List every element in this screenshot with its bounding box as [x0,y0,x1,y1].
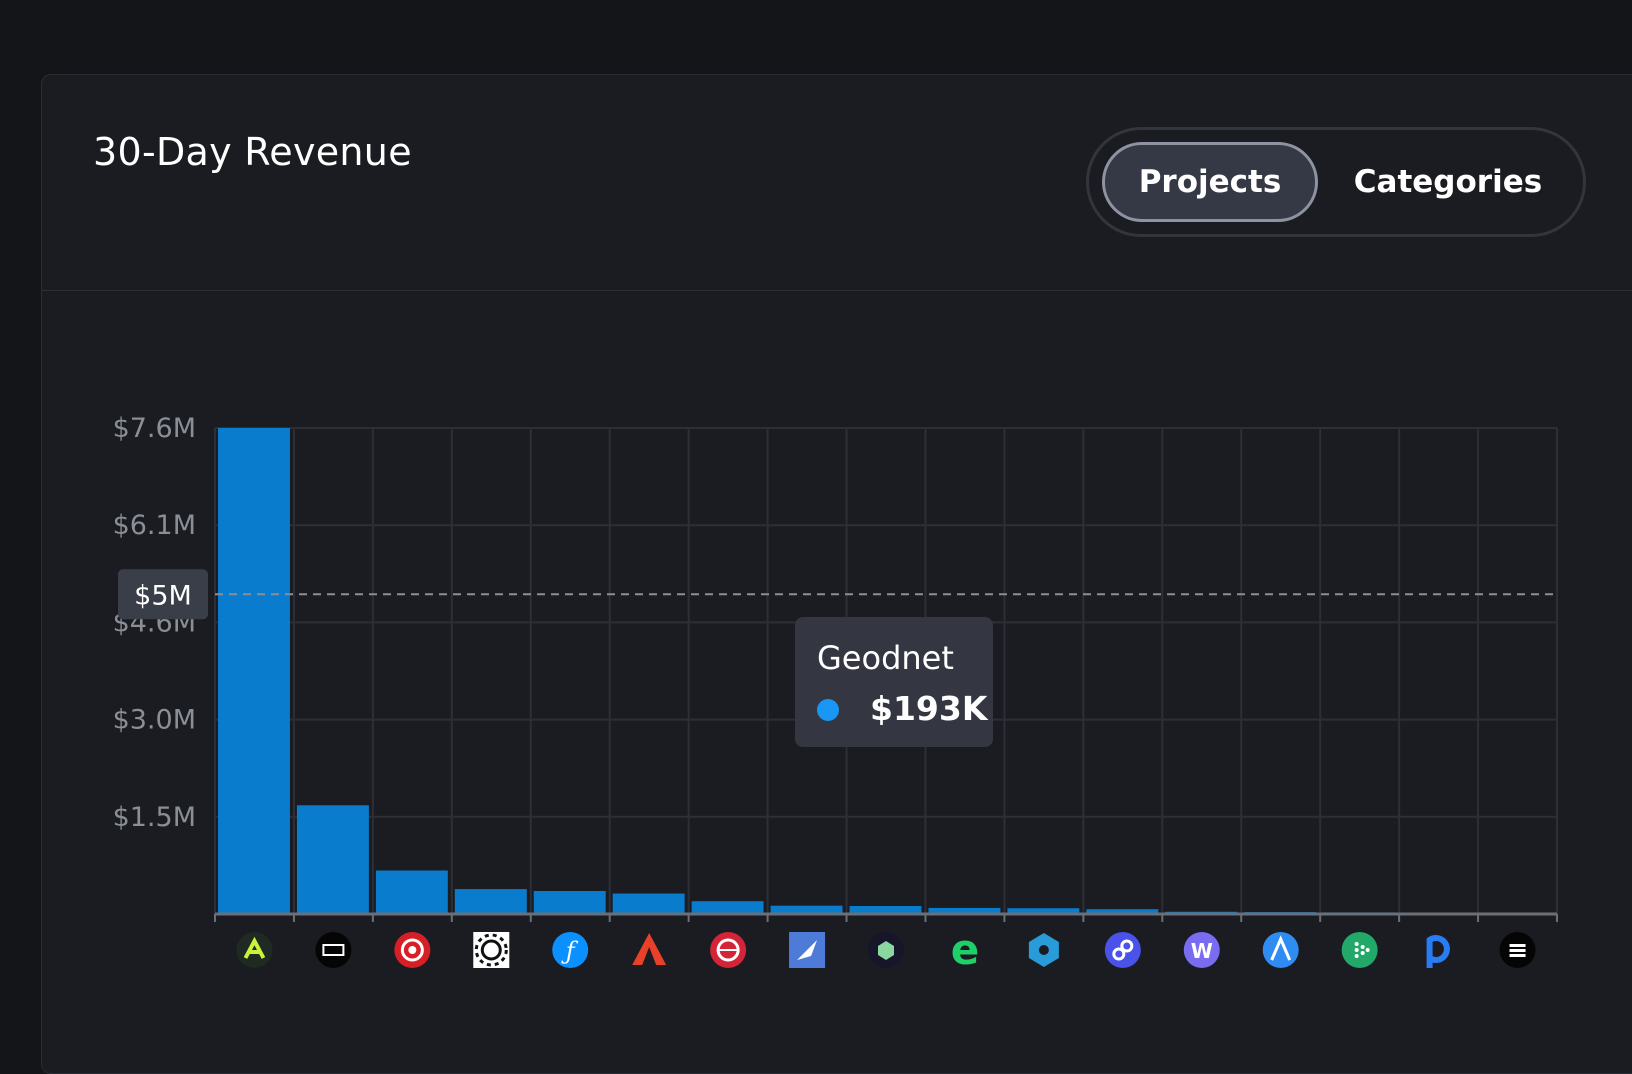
svg-text:W: W [1191,939,1213,963]
bar [218,428,290,914]
bar [849,906,922,914]
bar [1007,908,1080,914]
ic-logo-icon[interactable] [315,932,352,968]
filecoin-logo-icon[interactable]: ƒ [552,932,589,968]
projects-toggle-button[interactable]: Projects [1102,142,1318,222]
blue-p-logo-icon[interactable] [1426,935,1450,968]
purple-link-logo-icon[interactable] [1104,932,1141,968]
red-globe-logo-icon[interactable] [710,932,747,968]
blue-a-logo-icon[interactable] [1262,932,1299,968]
bar [1086,909,1159,914]
geodnet-cube-logo-icon[interactable] [868,932,904,968]
bar [928,907,1001,914]
bar [691,901,764,914]
y-tick-label: $7.6M [113,413,196,444]
chart-tooltip: Geodnet $193K [795,617,993,747]
card-header: 30-Day Revenue Projects Categories [42,75,1632,291]
tooltip-series-dot [817,699,839,721]
card-title: 30-Day Revenue [93,130,412,174]
bar [770,905,843,914]
y-tick-label: $6.1M [113,510,196,541]
svg-text:ƒ: ƒ [561,937,579,965]
red-target-logo-icon[interactable] [394,932,431,968]
red-triangle-logo-icon[interactable] [632,933,667,965]
tooltip-project-name: Geodnet [817,639,954,677]
arbitrum-style-logo-icon[interactable] [236,932,273,968]
view-toggle: Projects Categories [1086,127,1586,237]
revenue-bar-chart: $1.5M$3.0M$4.6M$6.1M$7.6M$5Mƒ e W [113,413,1558,974]
bar [533,890,606,914]
reference-badge [118,569,208,620]
bar [454,889,527,914]
y-tick-label: $1.5M [113,802,196,833]
white-gear-logo-icon[interactable] [473,932,510,968]
bar [375,870,448,914]
green-dots-logo-icon[interactable] [1341,932,1378,968]
green-e-logo-icon[interactable]: e [951,925,980,974]
tooltip-value: $193K [870,689,988,728]
svg-text:e: e [951,925,980,974]
y-tick-label: $3.0M [113,705,196,736]
black-hex-logo-icon[interactable] [1499,932,1536,968]
bar [612,893,685,914]
reference-label: $5M [134,580,192,611]
blue-bird-logo-icon[interactable] [789,932,826,968]
blue-hex-logo-icon[interactable] [1028,933,1059,967]
categories-toggle-button[interactable]: Categories [1353,164,1543,200]
w-logo-icon[interactable]: W [1183,932,1220,968]
bar [296,805,369,914]
